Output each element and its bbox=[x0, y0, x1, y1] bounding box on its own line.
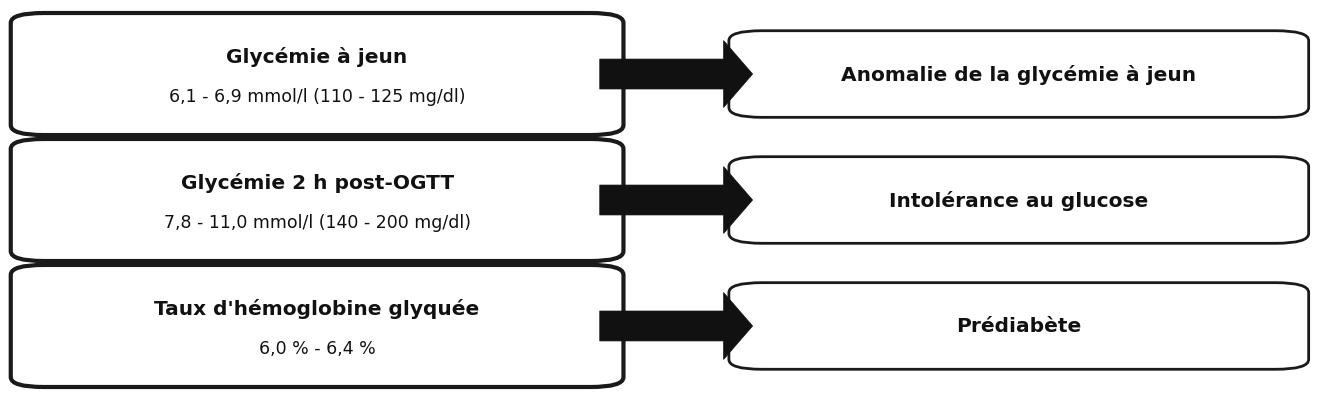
FancyBboxPatch shape bbox=[11, 14, 623, 136]
Text: Taux d'hémoglobine glyquée: Taux d'hémoglobine glyquée bbox=[155, 298, 480, 318]
FancyBboxPatch shape bbox=[729, 157, 1309, 244]
FancyBboxPatch shape bbox=[11, 140, 623, 261]
Text: 6,0 % - 6,4 %: 6,0 % - 6,4 % bbox=[259, 339, 375, 357]
FancyBboxPatch shape bbox=[729, 283, 1309, 369]
Text: 7,8 - 11,0 mmol/l (140 - 200 mg/dl): 7,8 - 11,0 mmol/l (140 - 200 mg/dl) bbox=[163, 213, 471, 231]
Polygon shape bbox=[599, 293, 753, 360]
Text: Glycémie 2 h post-OGTT: Glycémie 2 h post-OGTT bbox=[180, 173, 453, 193]
Text: Prédiabète: Prédiabète bbox=[956, 317, 1082, 336]
FancyBboxPatch shape bbox=[11, 265, 623, 387]
Text: Glycémie à jeun: Glycémie à jeun bbox=[227, 47, 407, 67]
Polygon shape bbox=[599, 41, 753, 108]
Text: 6,1 - 6,9 mmol/l (110 - 125 mg/dl): 6,1 - 6,9 mmol/l (110 - 125 mg/dl) bbox=[168, 87, 465, 105]
FancyBboxPatch shape bbox=[729, 32, 1309, 118]
Text: Intolérance au glucose: Intolérance au glucose bbox=[890, 190, 1148, 211]
Text: Anomalie de la glycémie à jeun: Anomalie de la glycémie à jeun bbox=[841, 65, 1196, 85]
Polygon shape bbox=[599, 167, 753, 234]
